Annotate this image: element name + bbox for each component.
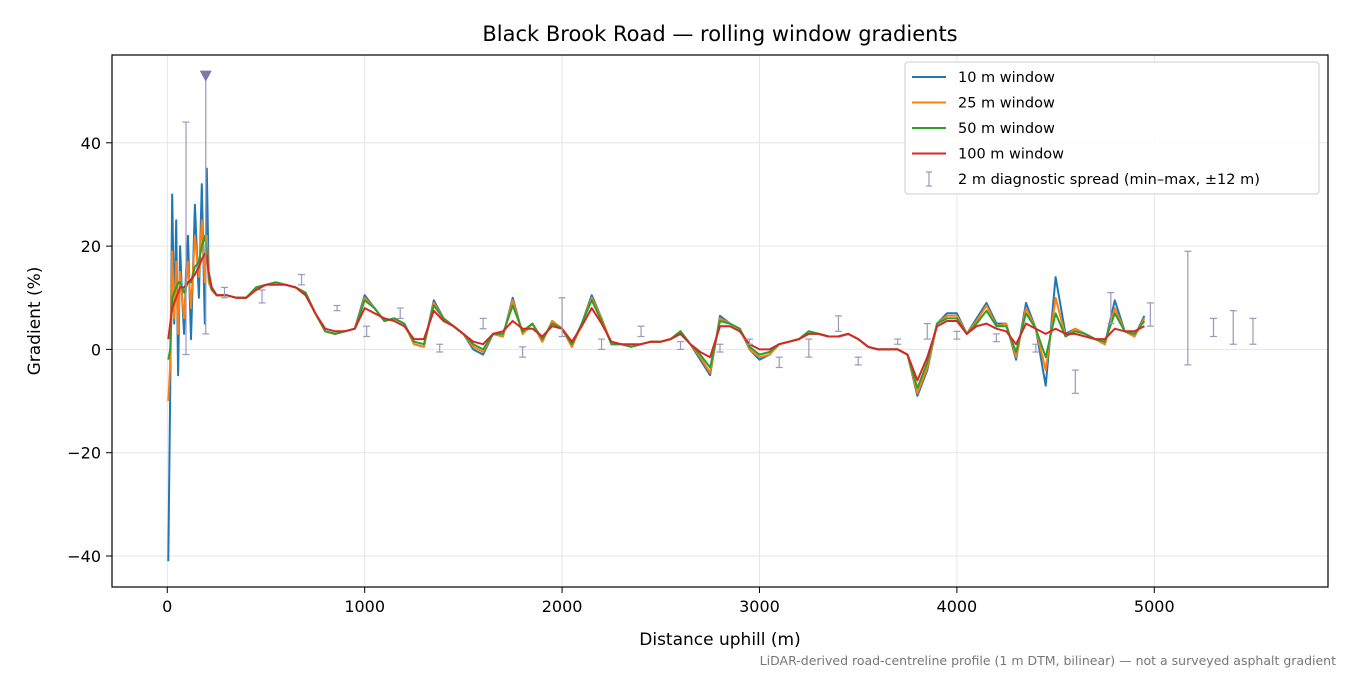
legend-item: 100 m window [912,147,1064,163]
axes: 0 1000 2000 3000 4000 5000 −40 −20 0 20 40 [67,134,1174,616]
spread-bar [854,356,862,366]
marker-triangle [199,70,212,82]
x-tick-label: 4000 [937,597,978,616]
spread-bar [1229,310,1237,345]
legend: 10 m window 25 m window 50 m window 100 m w… [904,61,1320,195]
spread-bar [716,343,724,353]
spread-bar [1071,369,1079,394]
y-tick-label: 0 [91,340,101,359]
spread-bar [637,325,645,338]
legend-item: 50 m window [912,121,1055,137]
spread-bar [396,307,404,320]
spread-bar [894,338,902,345]
series-line-100m [167,252,1145,382]
chart-title: Black Brook Road — rolling window gradie… [482,22,957,46]
spread-bar [436,343,444,353]
legend-label: 10 m window [958,70,1055,86]
y-tick-label: −20 [67,444,101,463]
spread-bar [363,325,371,338]
spread-bar [298,273,306,286]
legend-label: 2 m diagnostic spread (min–max, ±12 m) [958,172,1260,188]
spread-bar [479,317,487,330]
legend-item: 25 m window [912,96,1055,112]
plot-frame [111,54,1329,588]
legend-item: 10 m window [912,70,1055,86]
y-tick-label: −40 [67,547,101,566]
spread-bar [598,338,606,351]
spread-bar [746,338,754,345]
legend-label: 100 m window [958,147,1064,163]
x-tick-label: 2000 [542,597,583,616]
spread-bar [923,322,931,340]
x-tick-label: 1000 [344,597,385,616]
spread-bar [953,330,961,340]
x-axis-label: Distance uphill (m) [639,630,800,650]
series-line-10m [167,167,1146,562]
spread-bar [258,289,266,304]
spread-bar [1032,343,1040,353]
legend-label: 50 m window [958,121,1055,137]
spread-bar [992,333,1000,343]
legend-item: 2 m diagnostic spread (min–max, ±12 m) [926,171,1260,188]
series-layer [167,167,1146,562]
spread-bar [677,341,685,351]
y-tick-label: 20 [81,237,101,256]
legend-box [904,61,1320,195]
spread-bar [182,121,190,356]
spread-bar [1184,250,1192,366]
spread-bar [1210,317,1218,338]
legend-label: 25 m window [958,96,1055,112]
spread-bar [558,297,566,338]
spread-layer [182,70,1257,394]
spread-bar [1107,291,1115,325]
spread-bar [805,338,813,358]
x-tick-label: 3000 [739,597,780,616]
x-tick-label: 0 [162,597,172,616]
y-axis-label: Gradient (%) [25,267,45,376]
spread-bar [834,315,842,332]
spread-bar [775,356,783,369]
spread-bar [333,304,341,312]
spread-bar [1249,317,1257,345]
spread-bar [1146,302,1154,327]
spread-bar [221,286,229,299]
footnote: LiDAR-derived road-centreline profile (1… [760,653,1336,668]
spread-bar [519,346,527,358]
y-tick-label: 40 [81,134,101,153]
x-tick-label: 5000 [1134,597,1175,616]
